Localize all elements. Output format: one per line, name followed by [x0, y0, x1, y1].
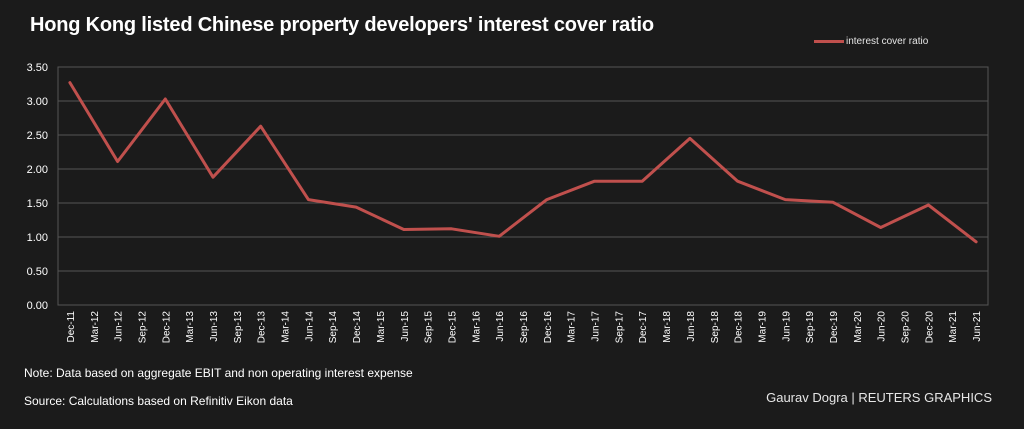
x-tick-label: Mar-19 — [757, 311, 768, 343]
y-tick-label: 2.00 — [27, 164, 48, 176]
x-tick-label: Sep-12 — [137, 311, 148, 344]
x-tick-label: Mar-17 — [567, 311, 578, 343]
x-tick-label: Jun-18 — [686, 311, 697, 342]
x-tick-label: Sep-13 — [233, 311, 244, 344]
x-tick-label: Sep-17 — [614, 311, 625, 344]
x-tick-label: Mar-18 — [662, 311, 673, 343]
x-tick-label: Dec-13 — [257, 311, 268, 344]
x-tick-label: Jun-20 — [877, 311, 888, 342]
x-tick-label: Mar-16 — [471, 311, 482, 343]
x-tick-label: Mar-20 — [853, 311, 864, 343]
source-text: Source: Calculations based on Refinitiv … — [24, 394, 293, 408]
note-text: Note: Data based on aggregate EBIT and n… — [24, 366, 413, 380]
y-tick-label: 3.00 — [27, 96, 48, 108]
x-tick-label: Sep-16 — [519, 311, 530, 344]
x-tick-label: Mar-15 — [376, 311, 387, 343]
y-tick-label: 1.00 — [27, 232, 48, 244]
legend: interest cover ratio — [814, 36, 928, 47]
y-tick-label: 3.50 — [27, 62, 48, 74]
x-tick-label: Mar-14 — [281, 311, 292, 343]
y-tick-label: 0.50 — [27, 266, 48, 278]
x-tick-label: Sep-19 — [805, 311, 816, 344]
credit-text: Gaurav Dogra | REUTERS GRAPHICS — [766, 390, 992, 405]
plot-area-border — [57, 66, 989, 306]
x-tick-label: Dec-14 — [352, 311, 363, 344]
x-tick-label: Dec-19 — [829, 311, 840, 344]
x-tick-label: Jun-13 — [209, 311, 220, 342]
y-tick-label: 2.50 — [27, 130, 48, 142]
legend-label: interest cover ratio — [846, 36, 929, 47]
x-tick-label: Jun-21 — [972, 311, 983, 342]
x-tick-label: Mar-12 — [90, 311, 101, 343]
x-tick-label: Sep-14 — [328, 311, 339, 344]
x-tick-label: Sep-15 — [424, 311, 435, 344]
x-tick-label: Dec-15 — [447, 311, 458, 344]
y-tick-label: 1.50 — [27, 198, 48, 210]
x-tick-label: Dec-20 — [924, 311, 935, 344]
x-tick-label: Mar-21 — [948, 311, 959, 343]
y-tick-label: 0.00 — [27, 300, 48, 312]
x-tick-label: Jun-14 — [304, 311, 315, 342]
x-tick-label: Jun-12 — [114, 311, 125, 342]
legend-line-swatch — [814, 40, 844, 43]
series-line — [68, 81, 978, 244]
x-tick-label: Jun-16 — [495, 311, 506, 342]
x-tick-label: Jun-17 — [591, 311, 602, 342]
x-tick-label: Jun-19 — [781, 311, 792, 342]
chart-title: Hong Kong listed Chinese property develo… — [30, 14, 654, 36]
x-tick-label: Dec-12 — [161, 311, 172, 344]
x-tick-label: Jun-15 — [400, 311, 411, 342]
x-tick-label: Sep-20 — [901, 311, 912, 344]
x-tick-label: Dec-18 — [734, 311, 745, 344]
x-tick-label: Mar-13 — [185, 311, 196, 343]
x-tick-label: Dec-11 — [66, 311, 77, 343]
x-tick-label: Dec-16 — [543, 311, 554, 344]
x-tick-label: Dec-17 — [638, 311, 649, 344]
x-tick-label: Sep-18 — [710, 311, 721, 344]
